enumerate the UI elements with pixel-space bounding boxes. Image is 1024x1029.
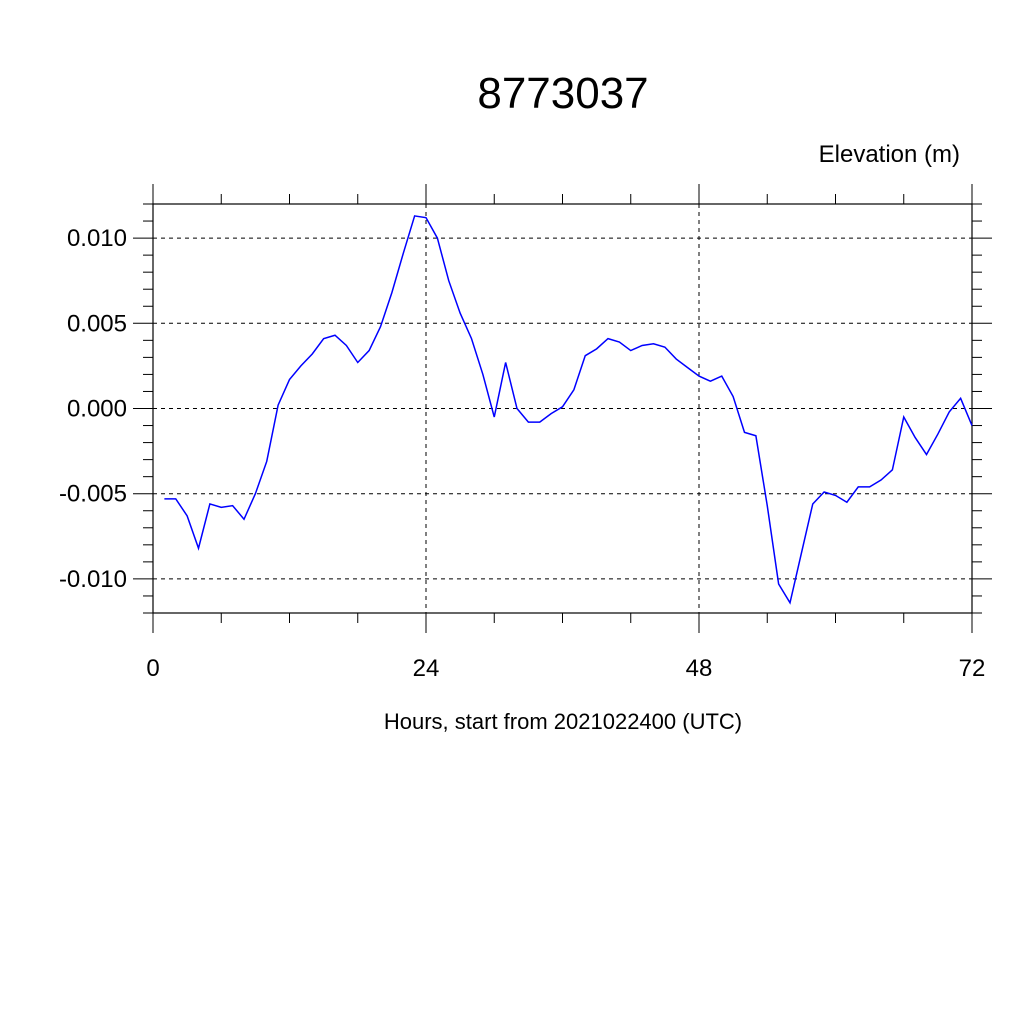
plot-frame xyxy=(152,203,973,614)
x-tick-label: 24 xyxy=(413,655,440,682)
x-tick-label: 0 xyxy=(146,655,159,682)
x-tick-label: 48 xyxy=(686,655,713,682)
series-lines xyxy=(164,215,973,605)
y-tick-label: 0.000 xyxy=(67,396,127,423)
y-tick-label: 0.005 xyxy=(67,310,127,337)
ticks xyxy=(133,184,992,633)
elevation-series-line xyxy=(164,215,973,605)
y-tick-label: -0.010 xyxy=(59,566,127,593)
x-axis-label: Hours, start from 2021022400 (UTC) xyxy=(384,709,742,734)
y-tick-label: 0.010 xyxy=(67,225,127,252)
tick-labels: 0 24 48 72 0.010 0.005 0.000 -0.005 -0.010 xyxy=(59,225,985,682)
chart-title: 8773037 xyxy=(477,69,648,118)
grid xyxy=(153,204,972,613)
x-tick-label: 72 xyxy=(959,655,986,682)
y-axis-label: Elevation (m) xyxy=(819,141,960,168)
y-tick-label: -0.005 xyxy=(59,481,127,508)
